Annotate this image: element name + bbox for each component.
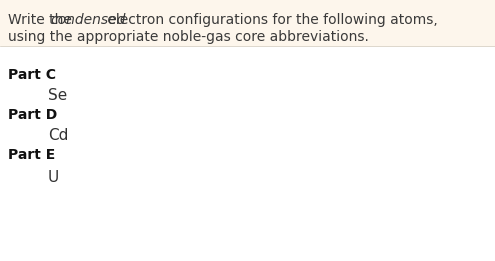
Text: Se: Se <box>48 88 67 103</box>
Text: Cd: Cd <box>48 128 68 143</box>
Text: Part E: Part E <box>8 148 55 162</box>
Text: electron configurations for the following atoms,: electron configurations for the followin… <box>103 13 438 27</box>
Bar <box>0 0 495 46</box>
Text: using the appropriate noble-gas core abbreviations.: using the appropriate noble-gas core abb… <box>8 30 369 44</box>
Text: condensed: condensed <box>50 13 125 27</box>
Text: Part C: Part C <box>8 68 56 82</box>
Text: Part D: Part D <box>8 108 57 122</box>
Text: U: U <box>48 170 59 185</box>
Text: Write the: Write the <box>8 13 76 27</box>
